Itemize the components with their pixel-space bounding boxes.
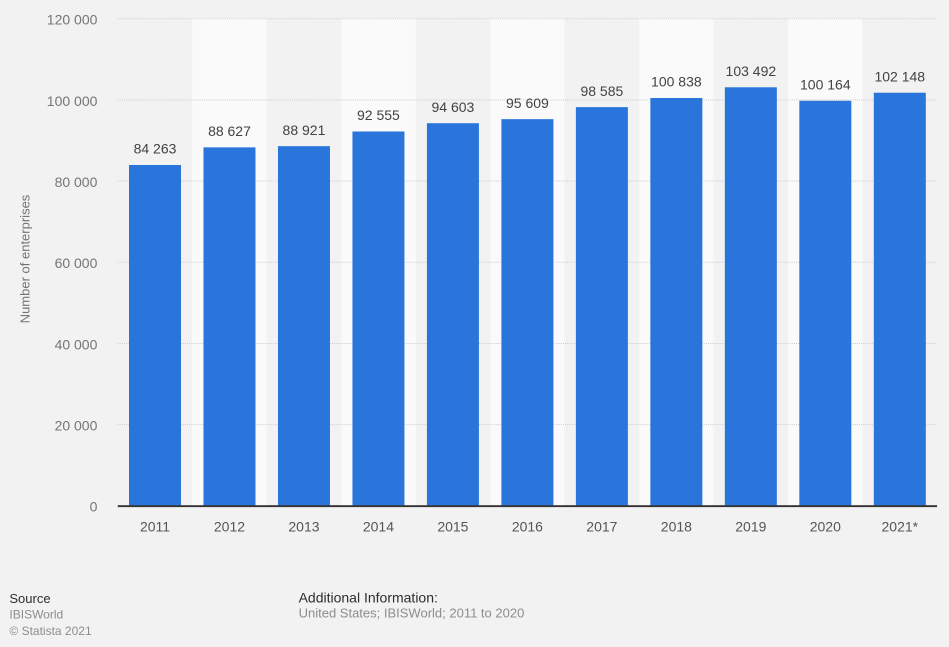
svg-text:95 609: 95 609 <box>506 95 549 111</box>
svg-text:0: 0 <box>90 499 98 515</box>
svg-text:2015: 2015 <box>437 519 468 535</box>
svg-text:84 263: 84 263 <box>134 141 177 157</box>
svg-text:2019: 2019 <box>735 519 766 535</box>
svg-text:80 000: 80 000 <box>55 174 98 190</box>
svg-text:88 627: 88 627 <box>208 123 251 139</box>
svg-text:60 000: 60 000 <box>55 255 98 271</box>
svg-text:2012: 2012 <box>214 519 245 535</box>
svg-text:2013: 2013 <box>288 519 319 535</box>
svg-text:88 921: 88 921 <box>283 122 326 138</box>
svg-text:2021*: 2021* <box>882 519 919 535</box>
svg-text:120 000: 120 000 <box>47 12 98 28</box>
svg-text:92 555: 92 555 <box>357 107 400 123</box>
svg-text:Number of enterprises: Number of enterprises <box>18 194 33 323</box>
svg-text:2014: 2014 <box>363 519 394 535</box>
svg-text:2016: 2016 <box>512 519 543 535</box>
svg-text:40 000: 40 000 <box>55 336 98 352</box>
svg-text:100 164: 100 164 <box>800 76 851 92</box>
svg-text:20 000: 20 000 <box>55 418 98 434</box>
svg-text:2017: 2017 <box>586 519 617 535</box>
svg-text:100 838: 100 838 <box>651 74 702 90</box>
svg-text:98 585: 98 585 <box>580 83 623 99</box>
svg-text:102 148: 102 148 <box>874 68 925 84</box>
svg-text:2020: 2020 <box>810 519 841 535</box>
svg-text:United States; IBISWorld; 2011: United States; IBISWorld; 2011 to 2020 <box>299 606 525 621</box>
svg-text:94 603: 94 603 <box>432 99 475 115</box>
svg-text:Source: Source <box>9 591 50 606</box>
svg-text:2011: 2011 <box>140 519 170 535</box>
svg-text:IBISWorld: IBISWorld <box>9 608 63 622</box>
svg-text:2018: 2018 <box>661 519 692 535</box>
svg-text:© Statista 2021: © Statista 2021 <box>9 624 92 638</box>
svg-text:100 000: 100 000 <box>47 93 98 109</box>
svg-text:Additional Information:: Additional Information: <box>299 589 438 605</box>
svg-text:103 492: 103 492 <box>726 63 777 79</box>
